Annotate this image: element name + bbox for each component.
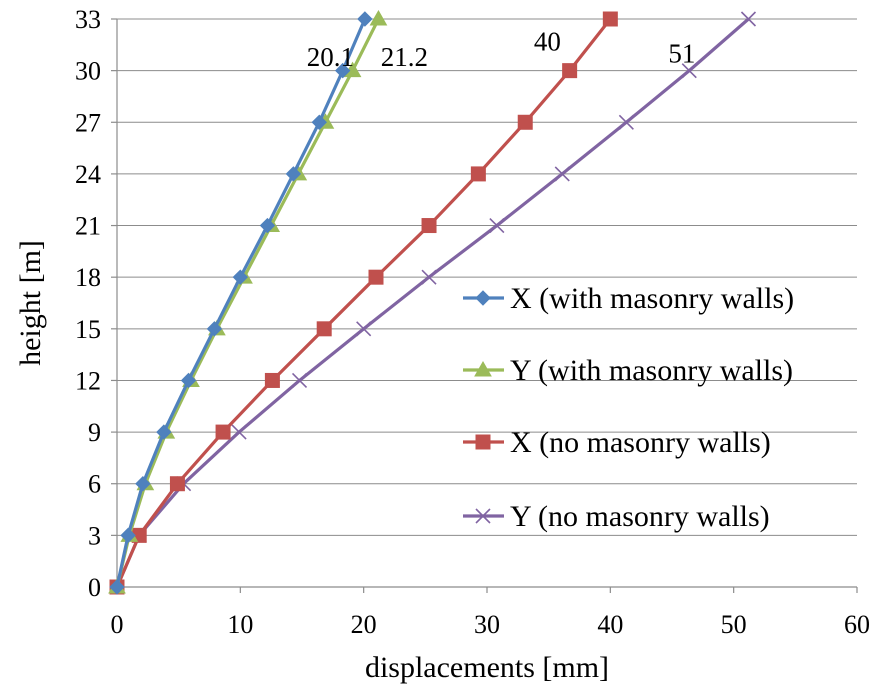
y-tick-labels: 0 3 6 9 12 15 18 21 24 27 30 33 — [75, 5, 101, 602]
legend-swatch-marker — [475, 434, 491, 450]
legend-swatch-marker — [475, 508, 491, 524]
data-point — [357, 11, 373, 27]
y-tick-label: 30 — [75, 57, 101, 86]
legend-label: X (no masonry walls) — [510, 426, 771, 459]
legend: X (with masonry walls) Y (with masonry wa… — [463, 282, 794, 533]
y-tick-label: 15 — [75, 315, 101, 344]
data-point — [681, 63, 697, 79]
data-point — [232, 269, 249, 285]
data-point — [180, 372, 197, 389]
legend-label: Y (with masonry walls) — [510, 354, 793, 387]
data-point — [120, 527, 136, 544]
x-axis-label: displacements [mm] — [365, 651, 609, 684]
legend-item-0: X (with masonry walls) — [463, 282, 794, 315]
data-point — [135, 476, 151, 492]
legend-swatch-marker — [475, 290, 491, 306]
x-tick-label: 50 — [721, 610, 747, 639]
annotations: 20.1 21.2 40 51 — [307, 26, 696, 71]
y-tick-label: 12 — [75, 366, 101, 395]
data-point — [264, 372, 280, 388]
data-point — [517, 114, 533, 130]
x-tick-label: 20 — [351, 610, 377, 639]
x-tick-labels: 0 10 20 30 40 50 60 — [111, 610, 871, 639]
marker-stroke — [231, 424, 247, 440]
data-point — [206, 321, 223, 337]
data-point — [231, 424, 247, 440]
data-point — [369, 9, 388, 26]
legend-label: Y (no masonry walls) — [510, 500, 770, 533]
data-point — [740, 11, 757, 27]
data-point — [489, 217, 505, 234]
x-tick-label: 60 — [844, 610, 870, 639]
x-tick-label: 0 — [111, 610, 124, 639]
marker-stroke — [681, 63, 697, 79]
annotation-label: 51 — [668, 38, 695, 68]
marker-stroke — [291, 372, 308, 389]
y-tick-label: 33 — [75, 5, 101, 34]
series-line — [115, 17, 750, 588]
data-point — [259, 217, 276, 234]
legend-item-1: Y (with masonry walls) — [463, 354, 793, 387]
legend-item-2: X (no masonry walls) — [463, 426, 771, 459]
annotation-label: 21.2 — [381, 42, 428, 72]
y-tick-label: 9 — [88, 418, 101, 447]
data-point — [421, 269, 437, 285]
series-line — [115, 18, 380, 588]
marker-stroke — [618, 114, 634, 130]
data-point — [618, 114, 634, 130]
series-lines — [108, 9, 757, 595]
data-point — [562, 63, 578, 79]
x-tick-label: 10 — [227, 610, 253, 639]
x-tick-label: 30 — [474, 610, 500, 639]
y-tick-label: 27 — [75, 108, 101, 137]
series-line — [115, 18, 367, 588]
y-tick-label: 21 — [75, 212, 101, 241]
data-point — [421, 218, 437, 234]
data-point — [470, 166, 486, 182]
series-0 — [109, 11, 373, 595]
y-tick-label: 24 — [75, 160, 101, 189]
series-line — [115, 18, 612, 588]
data-point — [356, 321, 372, 337]
legend-swatch-marker — [474, 360, 492, 377]
data-point — [215, 424, 231, 440]
series-3 — [109, 11, 757, 595]
annotation-label: 20.1 — [307, 42, 354, 72]
annotation-label: 40 — [534, 26, 561, 56]
y-tick-label: 18 — [75, 263, 101, 292]
data-point — [334, 62, 351, 79]
marker-stroke — [356, 321, 372, 337]
data-point — [169, 476, 185, 492]
x-tick-label: 40 — [597, 610, 623, 639]
data-point — [291, 372, 308, 389]
legend-label: X (with masonry walls) — [510, 282, 794, 315]
data-point — [602, 11, 618, 27]
data-point — [554, 166, 570, 182]
y-axis-label: height [m] — [14, 240, 47, 366]
marker-stroke — [421, 269, 437, 285]
marker-stroke — [554, 166, 570, 182]
data-point — [109, 579, 125, 595]
marker-stroke — [475, 508, 491, 524]
data-point — [316, 321, 332, 337]
data-point — [368, 269, 384, 285]
series-1 — [108, 9, 388, 594]
data-point — [311, 114, 327, 130]
marker-stroke — [489, 217, 505, 234]
data-point — [156, 424, 172, 440]
legend-item-3: Y (no masonry walls) — [463, 500, 770, 533]
data-point — [285, 166, 302, 182]
y-tick-label: 3 — [88, 521, 101, 550]
marker-stroke — [740, 11, 757, 27]
y-tick-label: 0 — [88, 573, 101, 602]
y-tick-label: 6 — [88, 470, 101, 499]
